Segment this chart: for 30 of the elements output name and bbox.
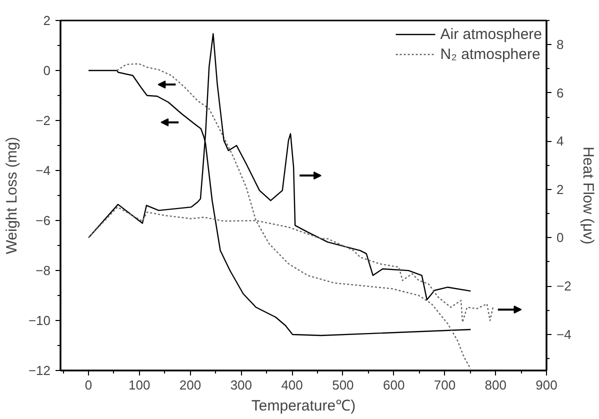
y-tick-label: −2 [36,113,51,128]
y-tick-label: 2 [43,13,51,28]
y2-tick-label: 8 [556,37,564,52]
y-tick-label: −10 [28,313,51,328]
y-tick-label: −6 [36,213,51,228]
y-axis-title: Weight Loss (mg) [3,136,20,254]
x-tick-label: 200 [179,378,202,392]
x-tick-label: 600 [382,378,405,392]
x-tick-label: 400 [281,378,303,392]
y-tick-label: −8 [36,263,51,278]
y-tick-label: 0 [43,63,51,78]
y2-axis-title: Heat Flow (μv) [579,146,596,244]
x-tick-label: 100 [128,378,150,392]
x-tick-label: 700 [434,378,456,392]
x-tick-label: 0 [84,378,92,392]
y2-tick-label: 4 [556,134,564,149]
x-tick-label: 500 [332,378,354,392]
x-tick-label: 300 [230,378,252,392]
x-tick-label: 900 [536,378,558,392]
y2-tick-label: 2 [556,182,564,197]
legend-label: N₂ atmosphere [440,46,540,62]
y2-tick-label: 6 [556,85,564,100]
y2-tick-label: 0 [556,230,564,246]
y2-tick-label: −4 [556,326,572,342]
y-tick-label: −4 [36,163,51,178]
x-tick-label: 800 [484,378,506,392]
legend-label: Air atmosphere [440,26,542,42]
y-tick-label: −12 [28,363,51,378]
y2-tick-label: −2 [556,278,572,294]
x-axis-title: Temperature℃) [251,398,356,414]
